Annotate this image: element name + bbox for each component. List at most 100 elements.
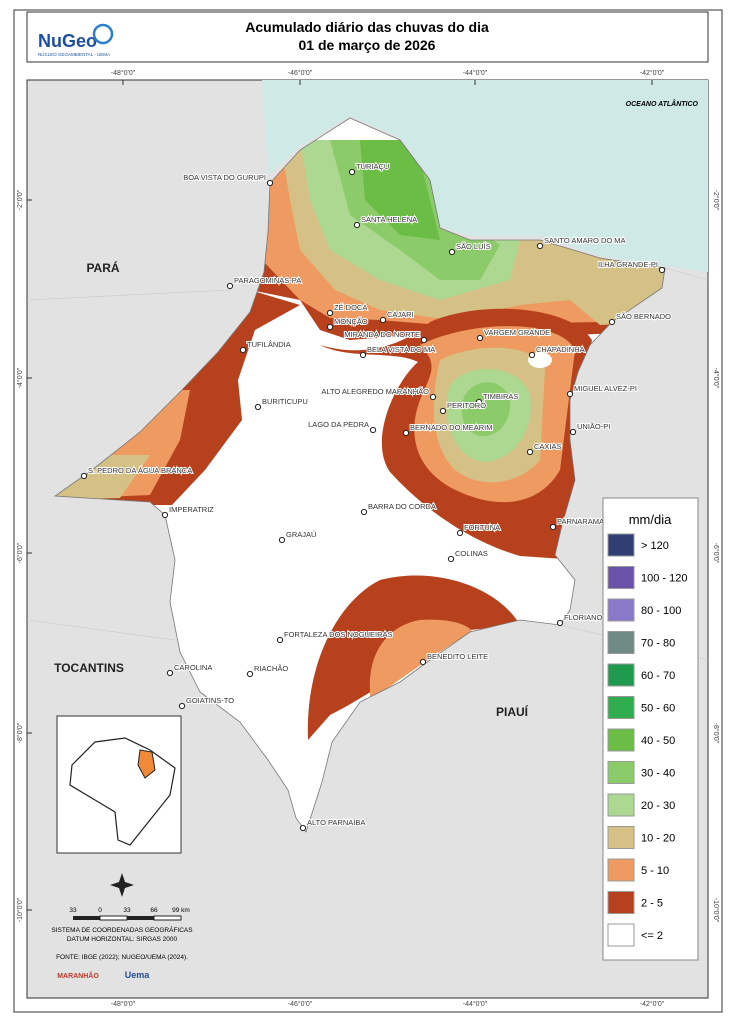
legend-swatch: [607, 598, 635, 622]
legend-swatch: [607, 728, 635, 752]
city-label: TUFILÂNDIA: [247, 340, 291, 349]
legend-label: > 120: [641, 540, 669, 552]
inset-maranhao: [137, 749, 156, 779]
city-marker: [379, 316, 387, 324]
legend-swatch: [607, 631, 635, 654]
lat-label: -4°0'0": [712, 368, 720, 389]
city-marker: [556, 619, 564, 627]
lon-label: -42°0'0": [640, 69, 665, 77]
legend-swatch: [607, 858, 635, 882]
lat-label: -2°0'0": [712, 190, 720, 211]
lon-label: -44°0'0": [463, 1000, 488, 1008]
scale-label: 0: [98, 907, 102, 914]
scale-label: 99 km: [172, 907, 190, 914]
city-label: GOIATINS-TO: [186, 696, 234, 705]
legend-swatch: [607, 761, 635, 784]
city-marker: [326, 309, 334, 317]
city-label: ZÉ DOCA: [334, 303, 367, 312]
legend-label: 80 - 100: [641, 605, 681, 617]
lat-label: -6°0'0": [16, 542, 24, 563]
city-label: VARGEM GRANDE: [484, 328, 550, 337]
city-label: SANTA HELENA: [361, 215, 417, 224]
title: Acumulado diário das chuvas do dia: [245, 19, 489, 35]
city-marker: [348, 168, 356, 176]
legend-swatch: [607, 826, 635, 849]
city-marker: [359, 351, 367, 359]
logo: NuGeo: [38, 31, 97, 51]
scale-label: 33: [69, 907, 77, 914]
north-arrow: [110, 873, 134, 897]
legend-label: 2 - 5: [641, 898, 663, 910]
lat-label: -8°0'0": [712, 723, 720, 744]
legend-label: 60 - 70: [641, 670, 675, 682]
lat-label: -4°0'0": [16, 367, 24, 388]
city-label: SANTO AMARO DO MA: [544, 236, 626, 245]
legend-label: <= 2: [641, 930, 663, 942]
city-label: PARNARAMA: [557, 517, 604, 526]
city-label: IMPERATRIZ: [169, 505, 214, 514]
city-marker: [608, 318, 616, 326]
region-label: PARÁ: [86, 260, 119, 275]
city-marker: [360, 508, 368, 516]
city-marker: [178, 702, 186, 710]
city-label: MIGUEL ALVEZ-PI: [574, 384, 637, 393]
city-marker: [476, 334, 484, 342]
city-label: ALTO ALEGREDO MARANHÃO: [321, 387, 429, 396]
lat-label: -10°0'0": [16, 897, 24, 922]
legend-swatch: [607, 566, 635, 589]
legend-label: 10 - 20: [641, 833, 675, 845]
city-marker: [246, 670, 254, 678]
city-label: BELA VISTA DO MA: [367, 345, 435, 354]
lon-label: -46°0'0": [288, 69, 313, 77]
scale-label: 66: [150, 907, 158, 914]
city-marker: [254, 403, 262, 411]
lon-label: -48°0'0": [111, 69, 136, 77]
city-marker: [276, 636, 284, 644]
city-marker: [266, 179, 274, 187]
header-box: [26, 11, 709, 63]
city-marker: [226, 282, 234, 290]
ocean: [262, 80, 708, 272]
region-label: OCEANO ATLÂNTICO: [626, 99, 699, 108]
legend-swatch: [607, 533, 635, 557]
city-marker: [353, 221, 361, 229]
city-label: BERNADO DO MEARIM: [410, 423, 493, 432]
city-marker: [326, 323, 334, 331]
legend-label: 20 - 30: [641, 800, 675, 812]
city-marker: [475, 398, 483, 406]
city-label: FLORIANO: [564, 613, 603, 622]
logo-caption: NÚCLEO GEOAMBIENTAL - UEMA: [38, 51, 110, 57]
logo: MARANHÃO: [57, 971, 99, 980]
city-marker: [161, 511, 169, 519]
city-marker: [239, 346, 247, 354]
city-marker: [569, 428, 577, 436]
legend-title: mm/dia: [629, 512, 672, 527]
city-label: BENEDITO LEITE: [427, 652, 488, 661]
lon-label: -48°0'0": [111, 1000, 136, 1008]
city-label: SÃO LUÍS: [456, 242, 491, 251]
city-marker: [456, 529, 464, 537]
city-marker: [447, 555, 455, 563]
city-label: BOA VISTA DO GURUPI: [183, 173, 266, 182]
city-marker: [528, 351, 536, 359]
scale-bar: [73, 915, 182, 921]
legend-label: 40 - 50: [641, 735, 675, 747]
note: SISTEMA DE COORDENADAS GEOGRÁFICAS: [51, 925, 193, 934]
city-marker: [429, 393, 437, 401]
legend-swatch: [607, 696, 635, 719]
lat-label: -10°0'0": [712, 898, 720, 923]
city-marker: [299, 824, 307, 832]
city-label: CHAPADINHA: [536, 345, 585, 354]
logo: Uema: [125, 970, 151, 980]
city-marker: [658, 266, 666, 274]
city-label: S. PEDRO DA ÁGUA BRANCA: [88, 466, 192, 475]
city-label: SÃO BERNADO: [616, 312, 671, 321]
city-marker: [278, 536, 286, 544]
city-label: TIMBIRAS: [483, 392, 518, 401]
rain-zone: [461, 382, 511, 437]
city-label: FORTUNA: [464, 523, 500, 532]
city-label: TURIAÇU: [356, 162, 389, 171]
scale-label: 33: [123, 907, 131, 914]
city-marker: [448, 248, 456, 256]
